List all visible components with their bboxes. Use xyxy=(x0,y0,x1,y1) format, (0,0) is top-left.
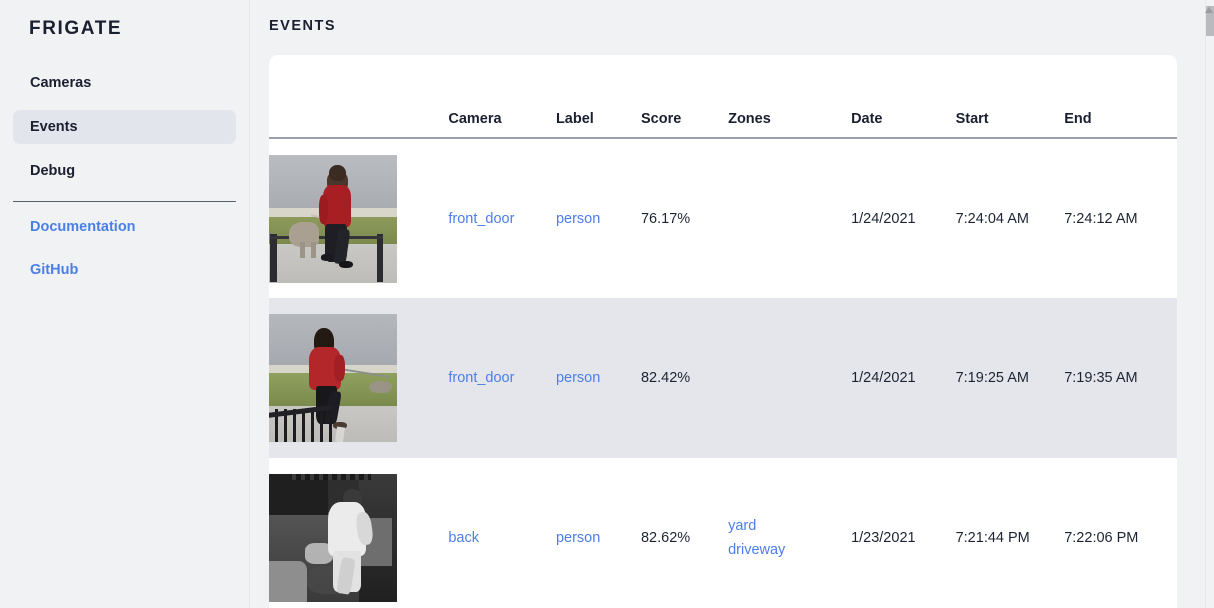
event-date-cell: 1/23/2021 xyxy=(851,530,916,546)
event-zones-cell: yard driveway xyxy=(728,458,851,608)
scene-fence-post-right xyxy=(376,233,383,283)
column-header-zones[interactable]: Zones xyxy=(728,111,771,127)
scene-timestamp-strip xyxy=(292,474,372,481)
sidebar-nav: Cameras Events Debug xyxy=(0,66,249,188)
event-thumbnail-image[interactable] xyxy=(269,314,397,442)
scene-person-shoe-back xyxy=(321,254,335,261)
event-score-cell: 82.62% xyxy=(640,530,691,546)
scene-dog-leg-back xyxy=(311,241,317,259)
events-table-head: Camera Label Score Zones Date Start End xyxy=(269,55,1177,138)
event-zones-cell xyxy=(728,298,851,458)
app-brand-title: FRIGATE xyxy=(29,18,123,39)
event-label-cell: person xyxy=(556,458,641,608)
page-scrollbar[interactable] xyxy=(1205,0,1214,608)
event-label-link[interactable]: person xyxy=(555,210,601,227)
scene-walkway-line xyxy=(334,426,345,442)
event-zones-cell xyxy=(728,138,851,298)
thumbnail-scene xyxy=(269,314,397,442)
sidebar-link-documentation[interactable]: Documentation xyxy=(30,219,136,235)
column-header-score[interactable]: Score xyxy=(640,111,682,127)
table-row[interactable]: back person 82.62% yard driveway 1/23/20… xyxy=(269,458,1177,608)
column-header-start[interactable]: Start xyxy=(955,111,989,127)
scene-fence-post-left xyxy=(270,233,277,283)
event-camera-link[interactable]: front_door xyxy=(448,370,515,386)
sidebar-item-label: Cameras xyxy=(30,75,92,91)
page-title: EVENTS xyxy=(269,18,337,34)
sidebar-item-label: Debug xyxy=(30,163,76,179)
event-start-cell: 7:19:25 AM xyxy=(955,370,1029,386)
event-date-cell: 1/24/2021 xyxy=(851,370,916,386)
scene-person-shoe xyxy=(333,421,348,430)
event-zone-link-yard[interactable]: yard xyxy=(728,518,757,534)
event-camera-cell: front_door xyxy=(448,138,556,298)
sidebar-item-events[interactable]: Events xyxy=(13,110,236,144)
table-row[interactable]: front_door person 76.17% 1/24/2021 7:24:… xyxy=(269,138,1177,298)
scrollbar-thumb[interactable] xyxy=(1206,6,1214,36)
event-thumbnail-image[interactable] xyxy=(269,474,397,602)
event-score-cell: 76.17% xyxy=(640,210,691,227)
scene-person-shoe-front xyxy=(339,260,354,269)
sidebar-link-github[interactable]: GitHub xyxy=(30,262,79,278)
thumbnail-scene xyxy=(269,474,397,602)
thumbnail-scene xyxy=(269,154,397,283)
column-header-label[interactable]: Label xyxy=(555,111,594,127)
event-start-cell: 7:21:44 PM xyxy=(955,530,1030,546)
event-end-cell: 7:24:12 AM xyxy=(1064,210,1138,227)
sidebar-divider xyxy=(13,201,236,202)
event-thumbnail-cell xyxy=(269,458,448,608)
sidebar-item-cameras[interactable]: Cameras xyxy=(13,66,236,100)
scene-person-head xyxy=(329,164,346,182)
main-content: EVENTS Camera Label Score Zones Date Sta… xyxy=(250,0,1214,608)
event-label-link[interactable]: person xyxy=(555,530,601,546)
event-thumbnail-cell xyxy=(269,298,448,458)
events-table: Camera Label Score Zones Date Start End xyxy=(269,55,1177,608)
event-camera-link[interactable]: front_door xyxy=(448,210,515,227)
scene-light-patch xyxy=(269,561,308,602)
event-thumbnail-image[interactable] xyxy=(269,154,397,283)
scene-person-arm xyxy=(318,195,328,224)
table-row[interactable]: front_door person 82.42% 1/24/2021 7:19:… xyxy=(269,298,1177,458)
column-header-date[interactable]: Date xyxy=(851,111,883,127)
event-label-cell: person xyxy=(556,298,641,458)
event-camera-cell: front_door xyxy=(448,298,556,458)
event-zone-link-driveway[interactable]: driveway xyxy=(728,542,786,558)
events-card: Camera Label Score Zones Date Start End xyxy=(269,55,1177,608)
column-header-camera[interactable]: Camera xyxy=(448,111,502,127)
scene-dog-leg-front xyxy=(299,241,305,259)
scene-dark-area xyxy=(269,474,328,515)
scene-bag xyxy=(304,543,333,564)
scene-person-arm xyxy=(334,354,345,381)
sidebar: FRIGATE Cameras Events Debug Documentati… xyxy=(0,0,250,608)
event-camera-cell: back xyxy=(448,458,556,608)
event-end-cell: 7:19:35 AM xyxy=(1064,370,1138,386)
events-table-body: front_door person 76.17% 1/24/2021 7:24:… xyxy=(269,138,1177,608)
column-header-end[interactable]: End xyxy=(1064,111,1092,127)
event-start-cell: 7:24:04 AM xyxy=(955,210,1029,227)
event-score-cell: 82.42% xyxy=(640,370,691,386)
event-thumbnail-cell xyxy=(269,138,448,298)
event-label-cell: person xyxy=(556,138,641,298)
table-header-row: Camera Label Score Zones Date Start End xyxy=(269,55,1177,138)
column-header-thumbnail xyxy=(269,55,448,138)
sidebar-external-links: Documentation GitHub xyxy=(0,219,249,278)
scene-dog xyxy=(368,380,392,394)
event-label-link[interactable]: person xyxy=(555,370,601,386)
sidebar-item-label: Events xyxy=(30,119,78,135)
event-end-cell: 7:22:06 PM xyxy=(1064,530,1139,546)
event-date-cell: 1/24/2021 xyxy=(851,210,916,227)
scroll-up-arrow-icon[interactable] xyxy=(1205,0,1213,13)
event-camera-link[interactable]: back xyxy=(448,530,479,546)
sidebar-item-debug[interactable]: Debug xyxy=(13,154,236,188)
